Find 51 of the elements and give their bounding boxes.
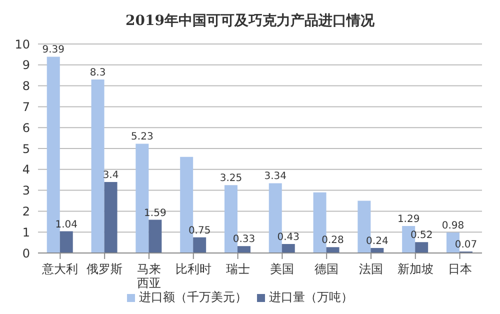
y-tick-label: 9 [22,58,30,72]
data-label: 0.98 [442,220,464,232]
x-tick-label: 俄罗斯 [86,262,123,276]
data-label: 1.04 [55,219,78,230]
y-tick-label: 3 [22,184,30,198]
data-label: 3.4 [102,170,119,181]
data-label: 0.75 [188,225,211,236]
y-tick-label: 0 [22,246,30,260]
y-tick-label: 8 [22,79,30,94]
data-label: 9.39 [42,44,65,56]
legend-label: 进口额（千万美元） [139,290,247,304]
data-label: 1.59 [144,208,166,219]
data-label: 0.43 [277,232,300,244]
bar [326,247,340,253]
data-label: 1.29 [397,214,420,226]
bar [60,231,73,253]
x-tick-label: 意大利 [41,262,78,276]
y-tick-label: 10 [14,37,30,52]
data-label: 0.28 [322,235,344,246]
y-tick-label: 2 [22,204,30,218]
data-label: 8.3 [90,68,106,79]
data-label: 3.34 [264,171,287,182]
y-tick-label: 1 [22,225,30,240]
bar [415,242,428,253]
data-label: 5.23 [131,132,154,143]
x-tick-label: 法国 [359,262,383,276]
data-label: 0.33 [232,234,256,246]
bar [91,80,104,253]
x-tick-label: 马来西亚 [137,262,161,290]
data-label: 0.07 [454,240,478,251]
bar [370,248,384,253]
bar [148,220,162,253]
bar [193,237,206,253]
y-tick-label: 7 [22,100,30,114]
x-tick-label: 新加坡 [397,262,434,276]
x-tick-label: 比利时 [175,262,212,276]
bar [237,246,250,253]
x-tick-label: 瑞士 [226,262,250,276]
data-label: 0.52 [410,230,433,242]
chart-title: 2019年中国可可及巧克力产品进口情况 [124,12,376,31]
y-tick-label: 4 [22,162,30,177]
legend-label: 进口量（万吨） [269,290,353,304]
y-tick-label: 5 [22,142,30,156]
bar [282,244,295,253]
x-tick-label: 日本 [448,262,472,276]
data-label: 3.25 [220,173,242,184]
data-label: 0.24 [366,236,388,247]
bar [104,182,118,253]
x-tick-label: 美国 [270,262,294,276]
x-tick-label: 德国 [314,262,339,276]
y-tick-label: 6 [22,120,30,135]
